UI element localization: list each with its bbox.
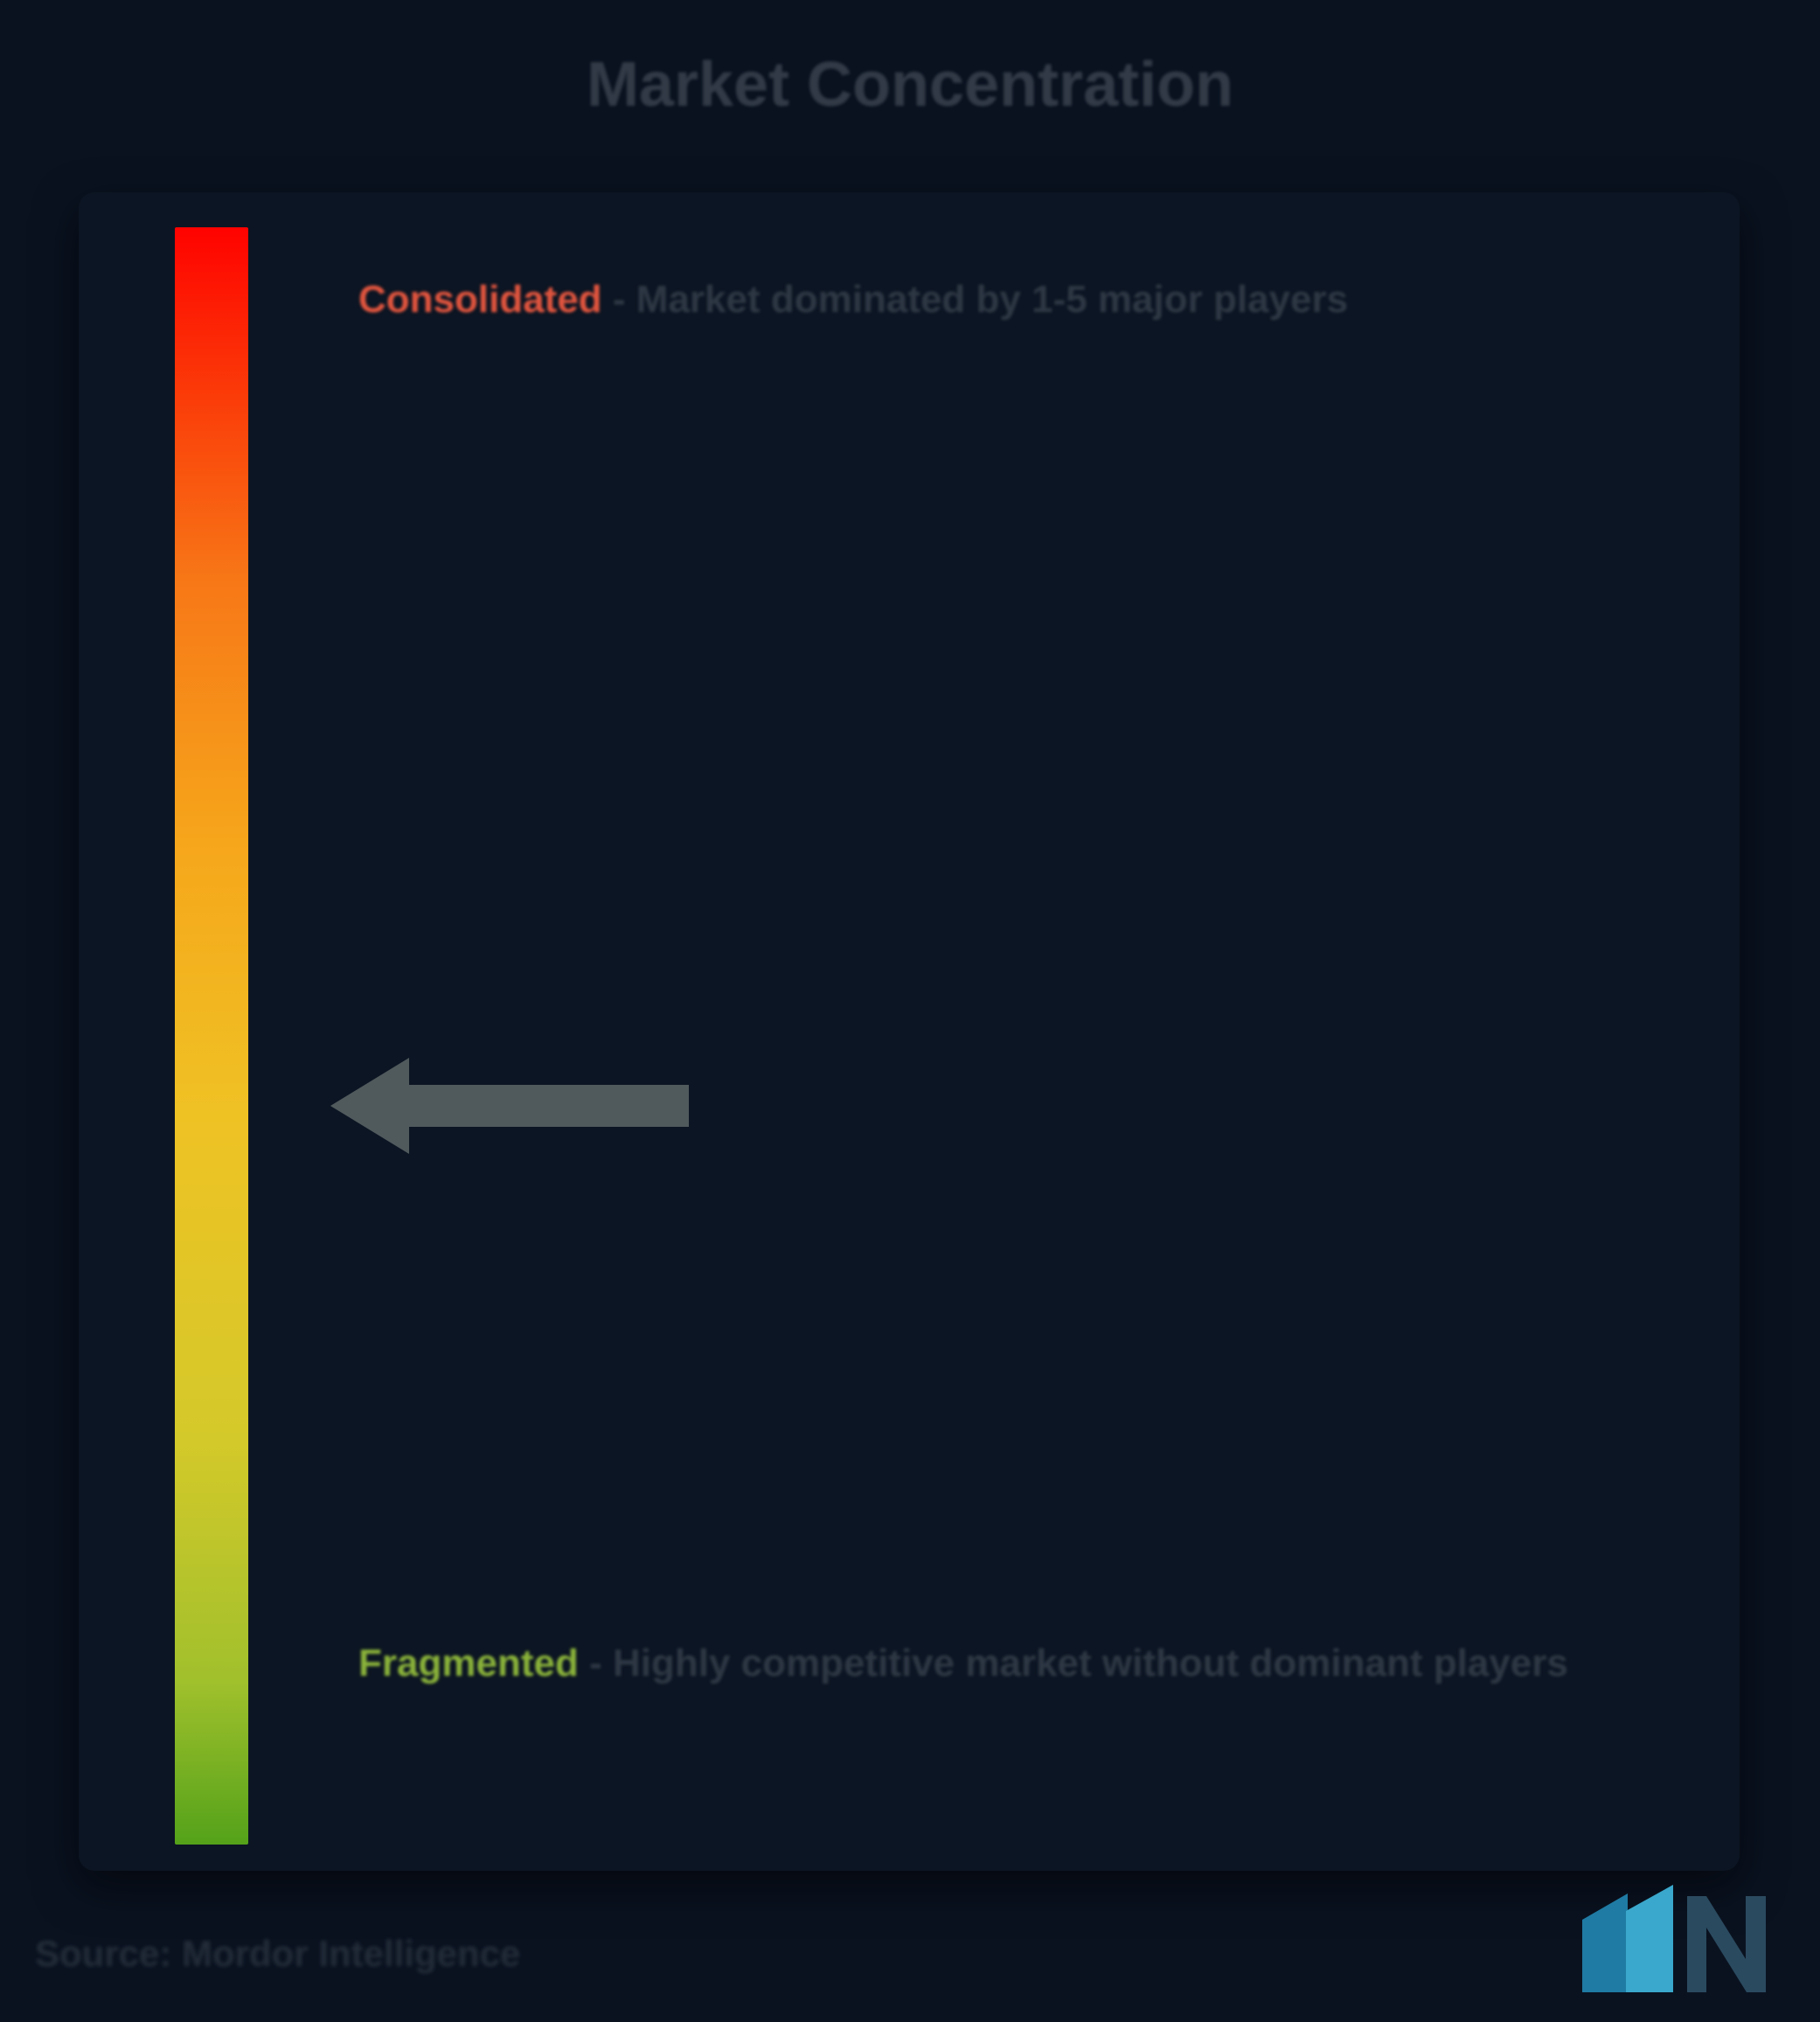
source-attribution: Source: Mordor Intelligence xyxy=(35,1933,520,1975)
fragmented-label: Fragmented - Highly competitive market w… xyxy=(358,1626,1670,1701)
logo-icon xyxy=(1575,1880,1768,1994)
fragmented-lead: Fragmented xyxy=(358,1642,579,1685)
logo-bar-2 xyxy=(1626,1885,1673,1992)
concentration-gradient-scale xyxy=(175,227,248,1845)
logo-bar-1 xyxy=(1582,1893,1628,1992)
page-title: Market Concentration xyxy=(587,49,1233,121)
fragmented-desc: - Highly competitive market without domi… xyxy=(589,1642,1568,1685)
position-indicator-arrow xyxy=(330,1058,689,1154)
consolidated-lead: Consolidated xyxy=(358,278,602,321)
consolidated-desc: - Market dominated by 1-5 major players xyxy=(613,278,1348,321)
logo-letter-n xyxy=(1687,1896,1766,1992)
concentration-card: Consolidated - Market dominated by 1-5 m… xyxy=(79,192,1740,1871)
brand-logo xyxy=(1575,1880,1768,1994)
consolidated-label: Consolidated - Market dominated by 1-5 m… xyxy=(358,262,1670,337)
arrow-left-icon xyxy=(330,1058,689,1154)
